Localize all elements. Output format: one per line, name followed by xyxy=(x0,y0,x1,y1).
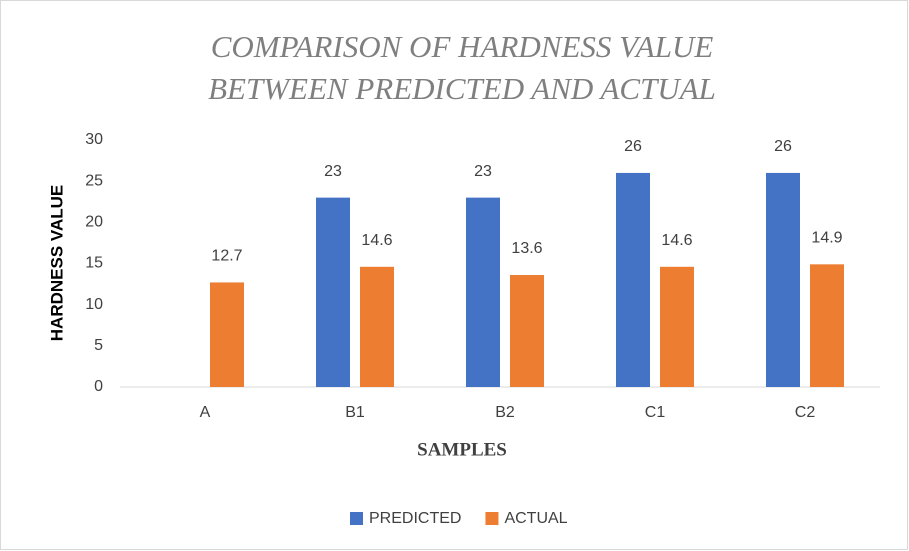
y-tick-label: 25 xyxy=(85,172,103,189)
data-label: 14.6 xyxy=(361,232,392,249)
data-label: 13.6 xyxy=(511,240,542,257)
bar xyxy=(360,266,394,387)
legend-swatch xyxy=(485,512,499,525)
data-label: 26 xyxy=(774,138,792,155)
y-tick-label: 10 xyxy=(85,296,103,313)
x-tick-label: C1 xyxy=(645,404,666,421)
x-tick-label: B2 xyxy=(495,404,515,421)
x-tick-label: C2 xyxy=(795,404,816,421)
bar xyxy=(810,264,844,387)
y-tick-label: 15 xyxy=(85,255,103,272)
data-label: 12.7 xyxy=(211,248,242,265)
y-tick-label: 20 xyxy=(85,214,103,231)
bar xyxy=(466,197,500,387)
bar xyxy=(210,282,244,387)
y-axis-label: HARDNESS VALUE xyxy=(47,185,66,341)
data-label: 23 xyxy=(474,163,492,180)
data-label: 26 xyxy=(624,138,642,155)
data-label: 14.9 xyxy=(811,230,842,247)
x-tick-label: A xyxy=(200,404,211,421)
y-tick-label: 30 xyxy=(85,131,103,148)
bar xyxy=(510,275,544,387)
y-tick-label: 5 xyxy=(94,337,103,354)
bar xyxy=(766,172,800,387)
data-label: 14.6 xyxy=(661,232,692,249)
chart-title: COMPARISON OF HARDNESS VALUE xyxy=(211,29,714,64)
x-tick-label: B1 xyxy=(345,404,365,421)
data-label: 23 xyxy=(324,163,342,180)
bar xyxy=(616,172,650,387)
bar xyxy=(660,266,694,387)
legend-label: PREDICTED xyxy=(369,510,461,527)
chart-title: BETWEEN PREDICTED AND ACTUAL xyxy=(208,71,716,106)
x-axis-label: SAMPLES xyxy=(417,439,507,460)
bar xyxy=(316,197,350,387)
y-tick-label: 0 xyxy=(94,378,103,395)
legend-label: ACTUAL xyxy=(504,510,567,527)
legend-swatch xyxy=(350,512,363,525)
